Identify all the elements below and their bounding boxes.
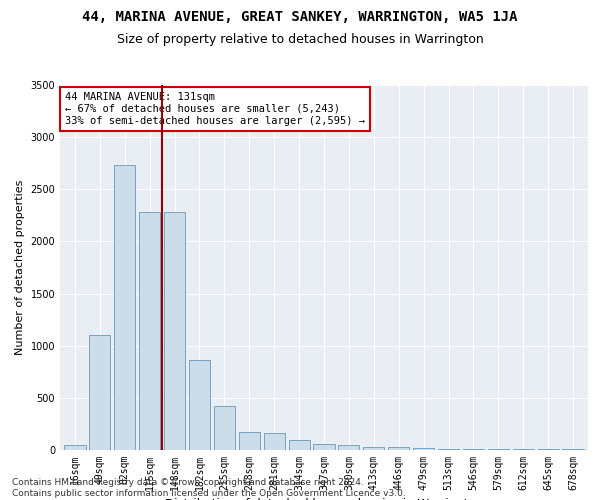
Bar (89, 336, 110, 450)
Y-axis label: Number of detached properties: Number of detached properties (15, 180, 25, 355)
Bar (263, 433, 285, 450)
Bar (239, 432, 260, 450)
Bar (139, 212, 160, 450)
Bar (363, 447, 385, 450)
Bar (388, 448, 409, 450)
Bar (64, 445, 86, 450)
Bar (289, 440, 310, 450)
Text: 44 MARINA AVENUE: 131sqm
← 67% of detached houses are smaller (5,243)
33% of sem: 44 MARINA AVENUE: 131sqm ← 67% of detach… (65, 92, 365, 126)
Bar (338, 445, 359, 450)
Text: 44, MARINA AVENUE, GREAT SANKEY, WARRINGTON, WA5 1JA: 44, MARINA AVENUE, GREAT SANKEY, WARRING… (82, 10, 518, 24)
Text: Contains HM Land Registry data © Crown copyright and database right 2024.
Contai: Contains HM Land Registry data © Crown c… (12, 478, 406, 498)
Bar (189, 360, 210, 450)
X-axis label: Distribution of detached houses by size in Warrington: Distribution of detached houses by size … (165, 498, 483, 500)
Bar (313, 444, 335, 450)
Text: Size of property relative to detached houses in Warrington: Size of property relative to detached ho… (116, 32, 484, 46)
Bar (114, 166, 136, 450)
Bar (413, 448, 434, 450)
Bar (214, 406, 235, 450)
Bar (164, 212, 185, 450)
